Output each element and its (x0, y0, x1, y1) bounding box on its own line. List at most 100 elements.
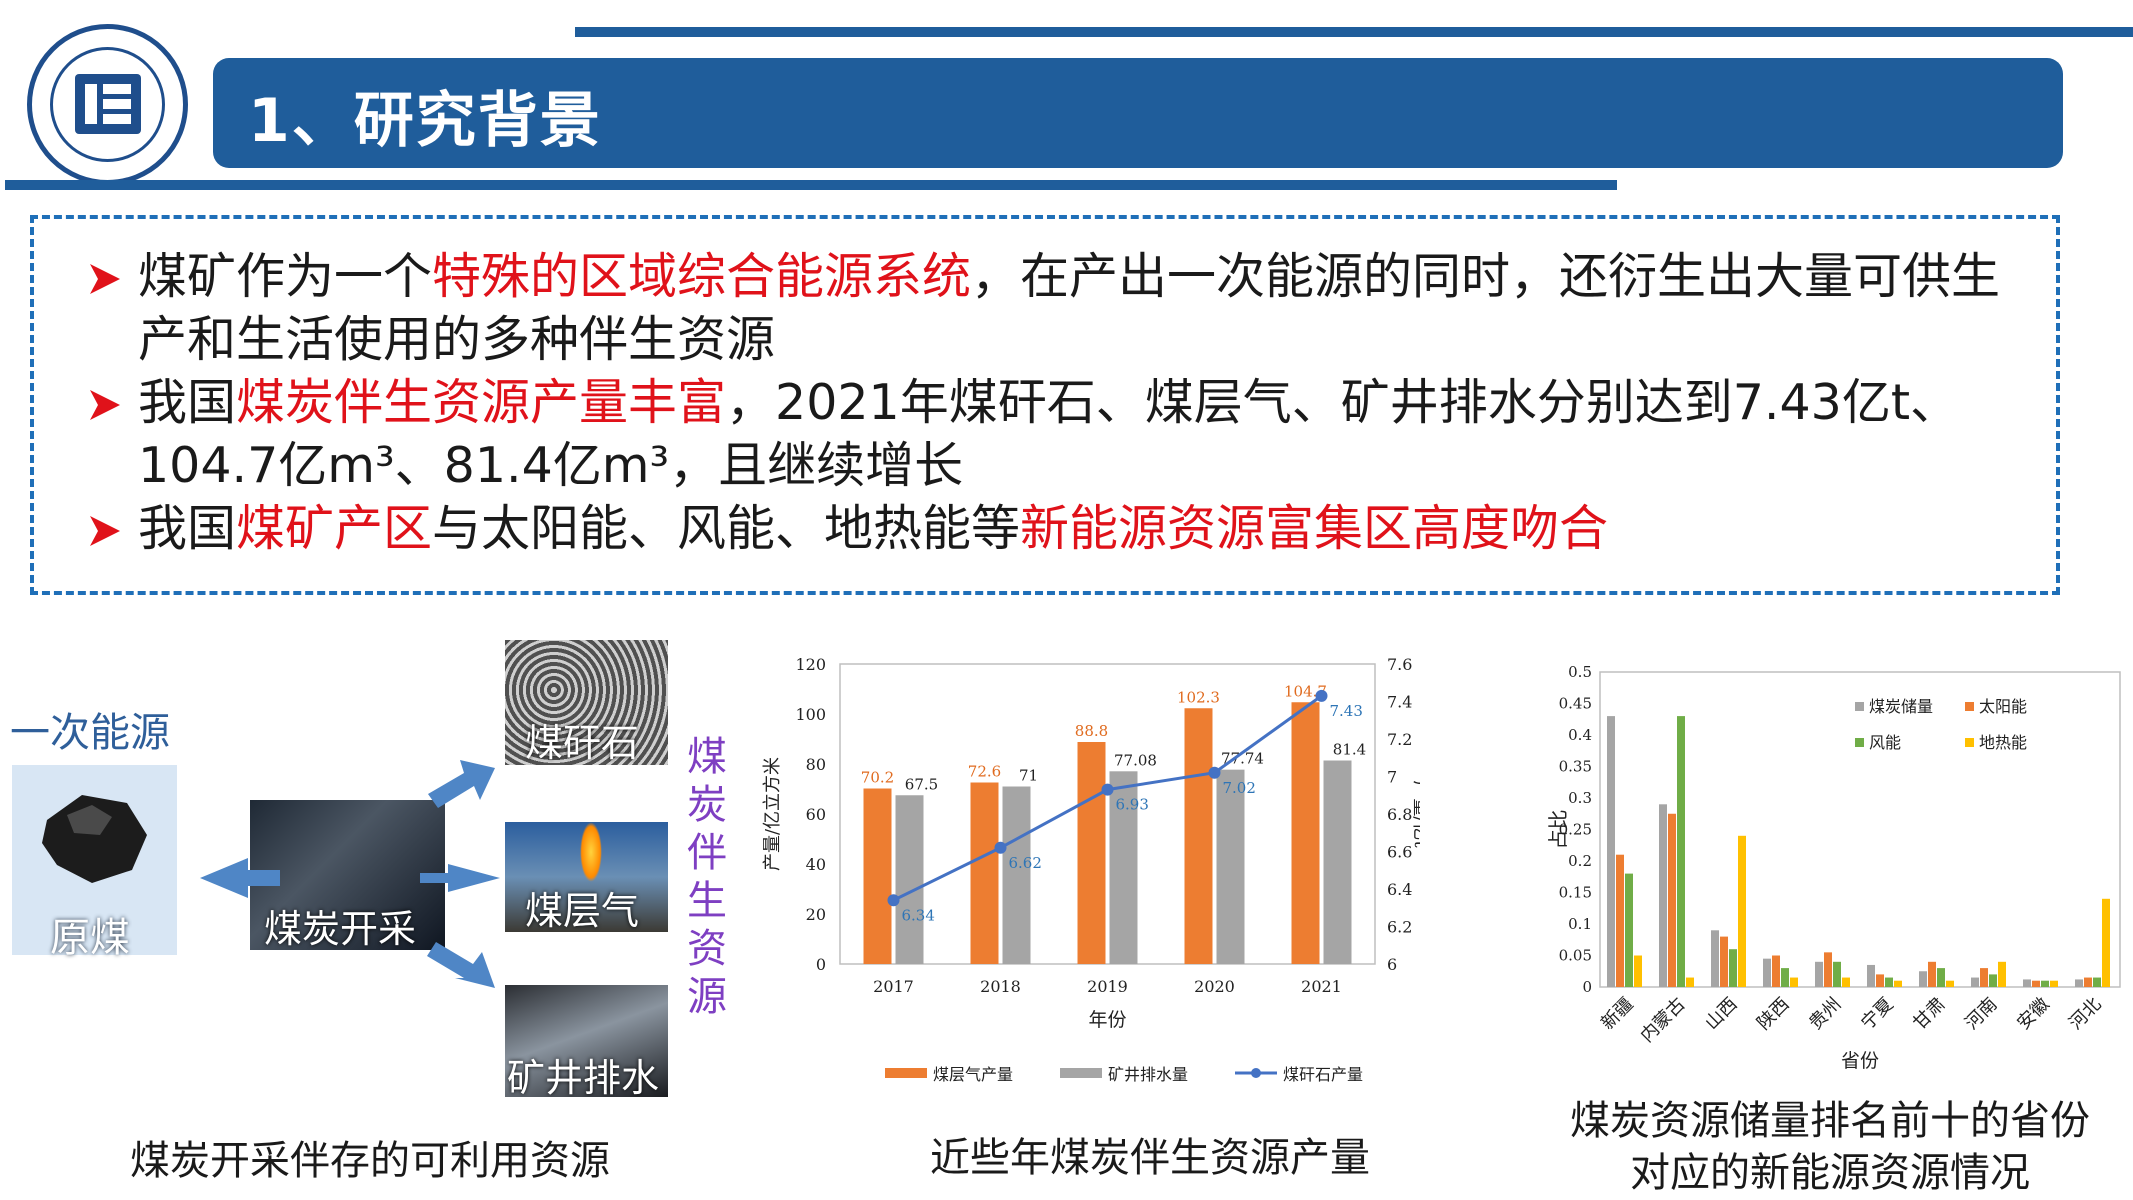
x-axis-title: 年份 (1088, 1009, 1126, 1031)
bar (1971, 977, 1979, 987)
x-tick-label: 新疆 (1597, 994, 1637, 1034)
raw-coal-label: 原煤 (50, 915, 130, 961)
legend-marker-gangue (1251, 1068, 1261, 1078)
data-label-gangue: 6.34 (902, 906, 935, 924)
gas-photo: 煤层气 (505, 822, 668, 932)
gangue-label: 煤矸石 (525, 721, 640, 765)
x-tick-label: 陕西 (1753, 994, 1793, 1034)
x-tick-label: 河南 (1961, 994, 2001, 1034)
water-label: 矿井排水 (507, 1056, 660, 1097)
province-chart: 0 0.05 0.1 0.15 0.2 0.25 0.3 0.35 0.4 0.45 0.5 新疆内蒙… (1546, 663, 2121, 1072)
associated-resources-label: 煤炭伴生资源 (687, 734, 727, 1020)
y2-tick-label: 6.2 (1387, 918, 1412, 937)
x-tick-label: 甘肃 (1909, 994, 1949, 1034)
bar (1686, 977, 1694, 987)
panel3-caption: 煤炭资源储量排名前十的省份 对应的新能源资源情况 (1530, 1095, 2130, 1199)
bar-gas (1291, 702, 1320, 964)
y-tick-label: 80 (806, 755, 826, 774)
x-tick-label: 山西 (1701, 994, 1741, 1034)
data-label-water: 81.4 (1333, 741, 1366, 759)
legend-swatch (1965, 702, 1974, 711)
bar (1711, 930, 1719, 987)
bar (1928, 961, 1936, 987)
x-tick-label: 2020 (1194, 977, 1235, 996)
title-bar (213, 58, 2063, 168)
bar (1876, 974, 1884, 987)
data-label-gangue: 6.62 (1009, 854, 1042, 872)
y2-tick-label: 7.6 (1387, 655, 1412, 674)
x-tick-label: 内蒙古 (1637, 994, 1690, 1047)
bar-water (1216, 769, 1245, 964)
data-label-water: 77.74 (1221, 750, 1264, 768)
bar (2084, 977, 2092, 987)
legend-label-gas: 煤层气产量 (933, 1065, 1013, 1084)
bar (1659, 804, 1667, 987)
y2-tick-label: 6.6 (1387, 843, 1412, 862)
bar-water (1323, 760, 1352, 964)
x-tick-label: 2019 (1087, 977, 1128, 996)
data-label-gangue: 7.43 (1330, 702, 1363, 720)
bar (1763, 958, 1771, 987)
y-tick-label: 100 (795, 705, 826, 724)
school-logo (25, 22, 190, 187)
panel2-caption: 近些年煤炭伴生资源产量 (930, 1135, 1370, 1181)
arrow-up-right-icon (428, 760, 495, 808)
bar (1998, 961, 2006, 987)
bullet-text: 煤矿作为一个特殊的区域综合能源系统，在产出一次能源的同时，还衍生出大量可供生产和… (138, 248, 2001, 368)
bar (1772, 955, 1780, 987)
gangue-photo: 煤矸石 (505, 640, 668, 765)
x-tick-label: 宁夏 (1857, 994, 1897, 1034)
header-top-rule (575, 27, 2133, 37)
bar (1937, 968, 1945, 987)
bullet-item: 我国煤矿产区与太阳能、风能、地热能等新能源资源富集区高度吻合 (88, 497, 2028, 560)
panel1-caption: 煤炭开采伴存的可利用资源 (130, 1138, 610, 1184)
page-title: 1、研究背景 (248, 86, 602, 156)
bar-gas (1184, 708, 1213, 964)
bar (1607, 716, 1615, 987)
data-label-water: 67.5 (905, 775, 938, 793)
legend-swatch-gas (885, 1068, 927, 1078)
bar (1815, 961, 1823, 987)
legend-label: 风能 (1869, 733, 1901, 752)
bar-water (1002, 786, 1031, 964)
mining-label: 煤炭开采 (264, 907, 417, 950)
bullet-item: 我国煤炭伴生资源产量丰富，2021年煤矸石、煤层气、矿井排水分别达到7.43亿t… (88, 371, 2028, 497)
y2-tick-label: 7.4 (1387, 693, 1412, 712)
y2-tick-label: 6 (1387, 955, 1397, 974)
bar (1989, 974, 1997, 987)
bar (1885, 977, 1893, 987)
bar (2075, 979, 2083, 987)
bar (2041, 980, 2049, 987)
bar-water (895, 795, 924, 964)
y-tick-label: 0.35 (1559, 758, 1592, 776)
data-label-gas: 72.6 (968, 763, 1001, 781)
y-tick-label: 60 (806, 805, 826, 824)
legend-swatch (1855, 702, 1864, 711)
x-tick-label: 河北 (2065, 994, 2105, 1034)
bar (1677, 716, 1685, 987)
y2-axis-title: 产量/亿t (1410, 780, 1420, 848)
bar-gas (1077, 742, 1106, 964)
y-tick-label: 0.3 (1568, 789, 1592, 807)
bar (1946, 980, 1954, 987)
point-gangue (994, 841, 1007, 854)
bar (1625, 873, 1633, 987)
bullet-box (30, 215, 2060, 595)
arrow-right-icon (420, 864, 500, 892)
x-axis-title: 省份 (1841, 1050, 1879, 1072)
x-tick-label: 贵州 (1805, 994, 1845, 1034)
plot-frame (839, 663, 1376, 965)
legend-swatch (1965, 738, 1974, 747)
x-tick-label: 2021 (1301, 977, 1342, 996)
bar (1634, 955, 1642, 987)
y2-tick-label: 7.2 (1387, 730, 1412, 749)
legend-label-gangue: 煤矸石产量 (1283, 1065, 1363, 1084)
x-tick-label: 2018 (980, 977, 1021, 996)
arrow-bullet-icon (90, 516, 120, 546)
bar (2023, 979, 2031, 987)
bar (2032, 980, 2040, 987)
flow-arrows (200, 760, 500, 988)
bar-gas (970, 782, 999, 964)
data-label-gas: 88.8 (1075, 722, 1108, 740)
y-axis-title: 产量/亿立方米 (762, 757, 783, 871)
